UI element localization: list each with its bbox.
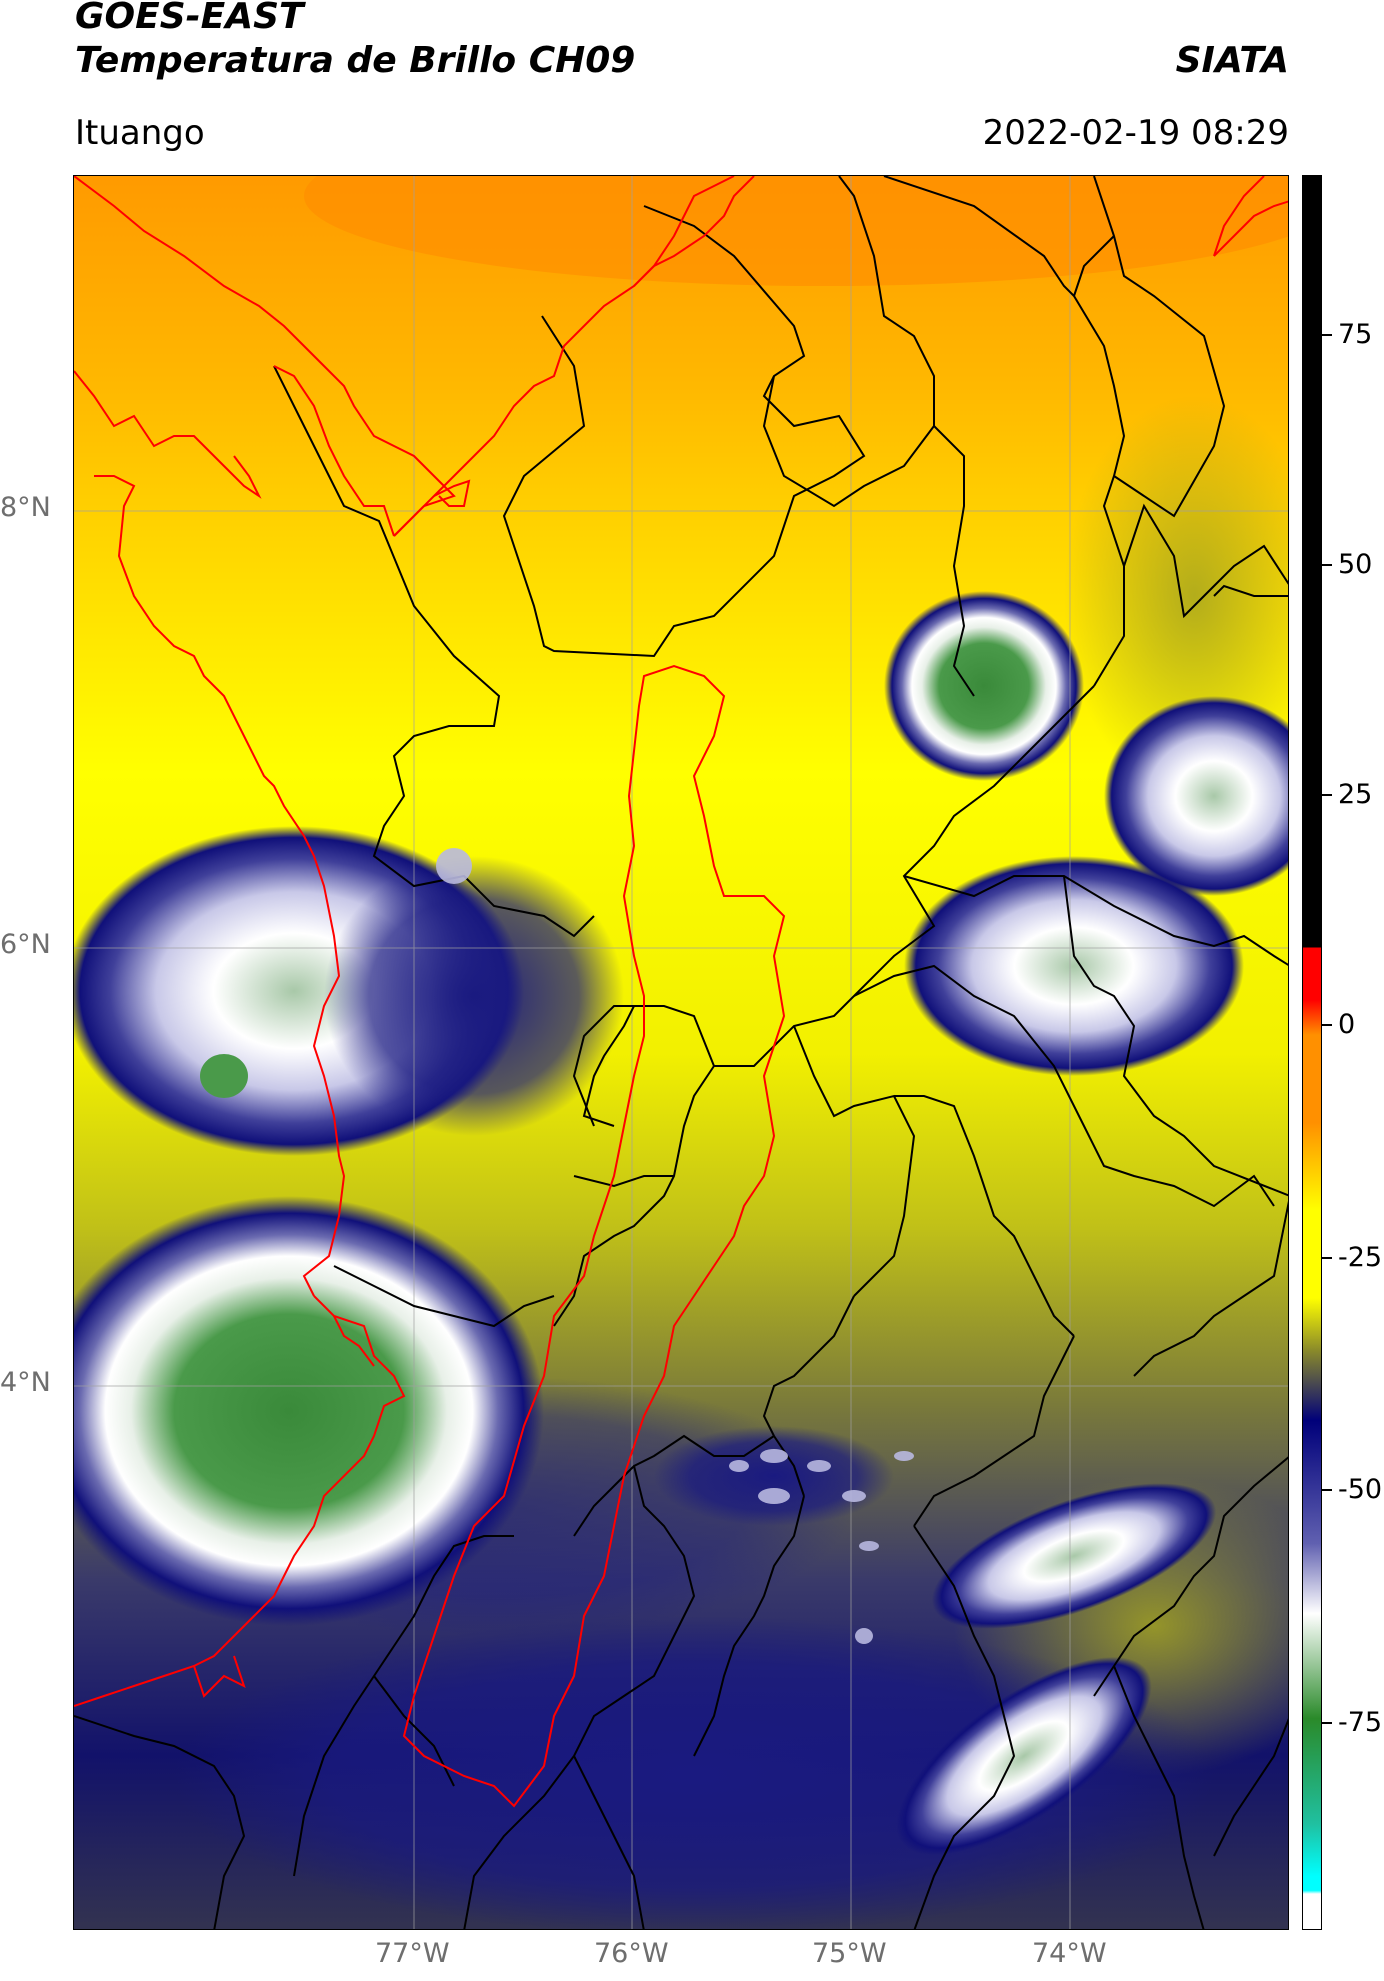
warm-area <box>304 176 1288 286</box>
colorbar <box>1302 175 1322 1930</box>
colorbar-tick <box>1322 1257 1332 1259</box>
colorbar-label: 0 <box>1338 1009 1356 1040</box>
country-borders <box>74 176 1288 1808</box>
cold-area <box>324 856 624 1136</box>
department-borders <box>74 176 1288 1929</box>
location-label: Ituango <box>75 113 205 153</box>
title-line2: Temperatura de Brillo CH09 <box>75 40 636 81</box>
lon-label-75w: 75°W <box>812 1938 887 1969</box>
lon-label-76w: 76°W <box>594 1938 669 1969</box>
storm-band-se <box>896 1656 1152 1856</box>
lat-label-4n: 4°N <box>0 1367 51 1398</box>
colorbar-label: 75 <box>1338 319 1373 350</box>
cloudlets <box>436 848 914 1644</box>
colorbar-tick <box>1322 1024 1332 1026</box>
lat-label-6n: 6°N <box>0 929 51 960</box>
map-svg <box>74 176 1288 1929</box>
storm-cell-sw <box>74 1196 544 1626</box>
colorbar-tick <box>1322 334 1332 336</box>
storm-core <box>200 1054 248 1098</box>
lon-label-77w: 77°W <box>375 1938 450 1969</box>
storm-cell-e <box>1104 696 1288 896</box>
cold-area <box>654 1426 894 1526</box>
colorbar-label: -25 <box>1338 1242 1383 1273</box>
lon-label-74w: 74°W <box>1032 1938 1107 1969</box>
olive-area <box>1064 396 1288 796</box>
title-line1: GOES-EAST <box>75 0 304 37</box>
brand-label: SIATA <box>1175 40 1289 81</box>
colorbar-tick <box>1322 564 1332 566</box>
colorbar-label: 50 <box>1338 549 1373 580</box>
datetime-label: 2022-02-19 08:29 <box>982 113 1289 153</box>
lat-label-8n: 8°N <box>0 492 51 523</box>
storm-cell-e2 <box>904 856 1244 1076</box>
colorbar-label: -75 <box>1338 1707 1383 1738</box>
colorbar-tick <box>1322 1722 1332 1724</box>
storm-cell-ne <box>884 591 1084 781</box>
storm-band-se <box>931 1483 1217 1629</box>
colorbar-label: -50 <box>1338 1474 1383 1505</box>
colorbar-tick <box>1322 1489 1332 1491</box>
colorbar-label: 25 <box>1338 779 1373 810</box>
graticule <box>74 176 1288 1929</box>
colorbar-tick <box>1322 794 1332 796</box>
satellite-map[interactable] <box>73 175 1289 1930</box>
